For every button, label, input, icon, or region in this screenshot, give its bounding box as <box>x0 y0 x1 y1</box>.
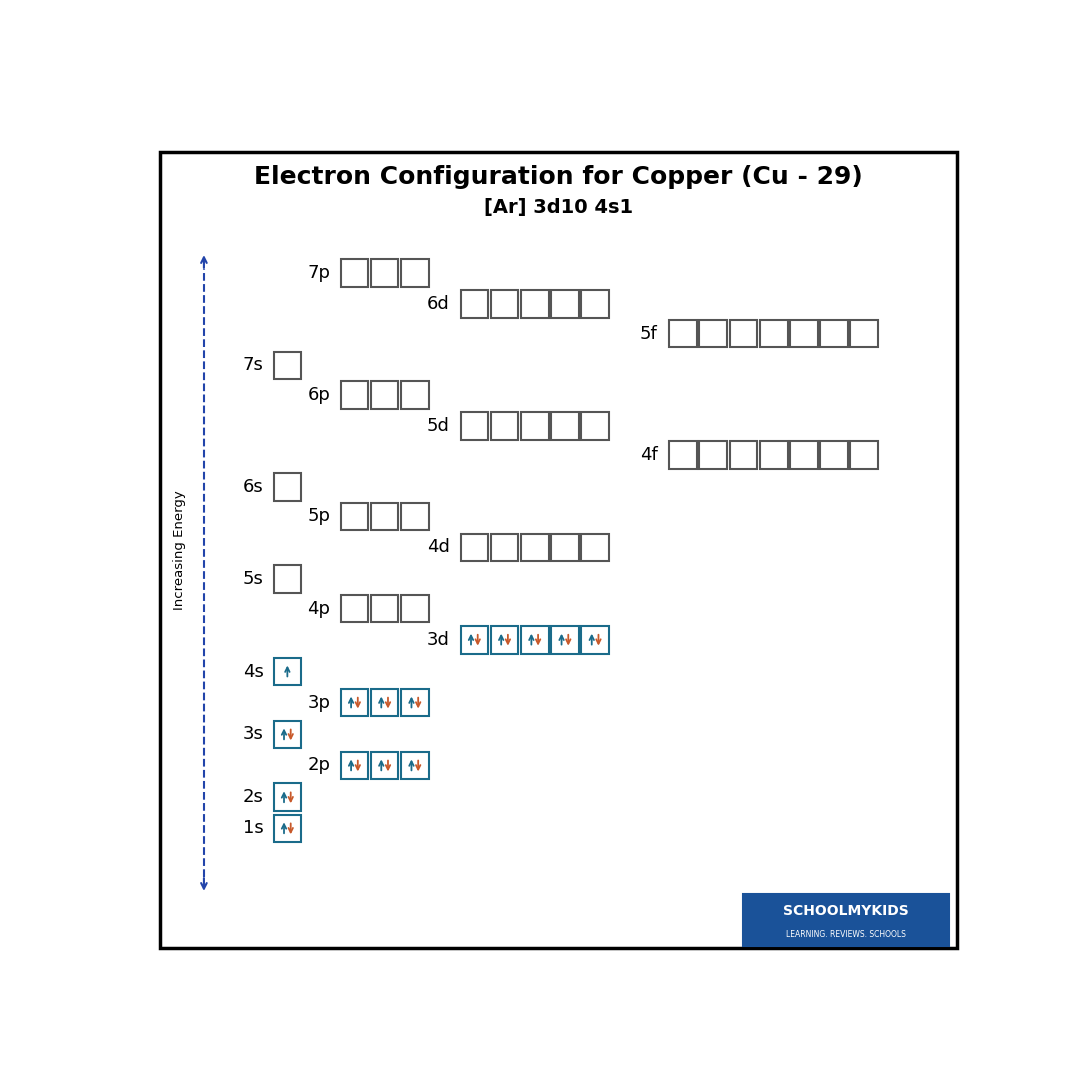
Text: 6s: 6s <box>243 478 264 497</box>
Bar <box>371 259 399 287</box>
Bar <box>490 412 519 440</box>
Bar <box>340 502 368 530</box>
Bar <box>371 751 399 780</box>
Bar <box>552 412 579 440</box>
Bar <box>401 259 428 287</box>
Text: 3d: 3d <box>427 631 449 649</box>
Text: 3s: 3s <box>243 725 264 744</box>
Bar <box>729 441 758 469</box>
Text: [Ar] 3d10 4s1: [Ar] 3d10 4s1 <box>484 198 633 218</box>
Bar <box>790 441 818 469</box>
Text: 5s: 5s <box>243 571 264 588</box>
Bar <box>401 688 428 717</box>
Bar <box>521 626 548 653</box>
Bar <box>460 626 488 653</box>
Text: 3p: 3p <box>307 694 330 711</box>
Bar <box>521 291 548 318</box>
Bar <box>729 320 758 347</box>
Text: SCHOOLMYKIDS: SCHOOLMYKIDS <box>783 904 909 918</box>
Bar <box>340 688 368 717</box>
Bar <box>850 441 879 469</box>
Text: 4s: 4s <box>243 662 264 681</box>
Bar <box>490 626 519 653</box>
Bar <box>371 688 399 717</box>
Text: Increasing Energy: Increasing Energy <box>173 490 186 610</box>
Bar <box>552 534 579 561</box>
Bar <box>552 626 579 653</box>
Bar <box>274 474 301 501</box>
Bar <box>340 259 368 287</box>
Bar <box>371 381 399 408</box>
Bar <box>821 441 848 469</box>
Bar <box>581 291 609 318</box>
Bar <box>581 626 609 653</box>
Bar <box>669 320 697 347</box>
Text: 2s: 2s <box>243 788 264 806</box>
Bar <box>371 595 399 623</box>
Bar <box>401 502 428 530</box>
Text: 1s: 1s <box>243 819 264 837</box>
Bar <box>700 441 727 469</box>
Bar <box>700 320 727 347</box>
Text: 6p: 6p <box>307 386 330 404</box>
Bar <box>274 352 301 379</box>
Bar <box>790 320 818 347</box>
Bar <box>274 721 301 748</box>
Bar <box>401 381 428 408</box>
Bar <box>371 502 399 530</box>
Bar <box>274 658 301 685</box>
Bar <box>552 291 579 318</box>
Bar <box>760 441 788 469</box>
Bar <box>401 751 428 780</box>
Bar <box>490 534 519 561</box>
Bar <box>340 595 368 623</box>
Bar <box>460 534 488 561</box>
Bar <box>581 412 609 440</box>
Text: 7p: 7p <box>307 265 330 282</box>
Bar <box>521 412 548 440</box>
Text: 2p: 2p <box>307 757 330 774</box>
Bar <box>760 320 788 347</box>
Bar <box>340 751 368 780</box>
Bar <box>743 894 948 945</box>
Text: 5d: 5d <box>427 417 449 435</box>
Bar <box>669 441 697 469</box>
Text: LEARNING. REVIEWS. SCHOOLS: LEARNING. REVIEWS. SCHOOLS <box>786 930 906 939</box>
Bar <box>340 381 368 408</box>
Text: 5p: 5p <box>307 507 330 525</box>
Bar <box>460 412 488 440</box>
Text: 4f: 4f <box>640 446 657 464</box>
Text: 6d: 6d <box>427 295 449 314</box>
Bar <box>490 291 519 318</box>
Bar <box>850 320 879 347</box>
Bar <box>460 291 488 318</box>
Text: 5f: 5f <box>640 325 657 343</box>
Bar <box>821 320 848 347</box>
Text: Electron Configuration for Copper (Cu - 29): Electron Configuration for Copper (Cu - … <box>254 164 863 188</box>
Text: 4d: 4d <box>427 538 449 556</box>
Bar <box>274 815 301 842</box>
Bar <box>581 534 609 561</box>
Text: 7s: 7s <box>243 356 264 375</box>
Bar <box>274 565 301 594</box>
Bar <box>401 595 428 623</box>
Text: 4p: 4p <box>307 600 330 617</box>
Bar <box>521 534 548 561</box>
Bar <box>274 783 301 811</box>
